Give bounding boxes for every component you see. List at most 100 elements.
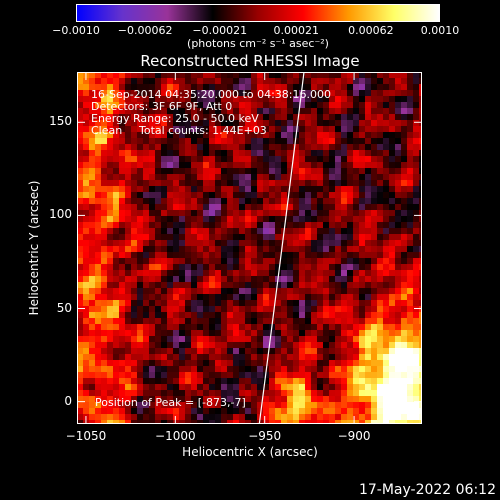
heatmap-cell (317, 240, 324, 247)
heatmap-cell (107, 90, 114, 97)
heatmap-cell (227, 84, 234, 91)
heatmap-cell (131, 264, 138, 271)
heatmap-cell (173, 174, 180, 181)
heatmap-cell (83, 342, 90, 349)
heatmap-cell (191, 120, 198, 127)
heatmap-cell (95, 246, 102, 253)
heatmap-cell (383, 108, 390, 115)
heatmap-cell (101, 252, 108, 259)
heatmap-cell (293, 300, 300, 307)
heatmap-cell (263, 96, 270, 103)
heatmap-cell (143, 168, 150, 175)
heatmap-cell (149, 216, 156, 223)
heatmap-cell (149, 180, 156, 187)
heatmap-cell (269, 420, 276, 424)
heatmap-cell (353, 264, 360, 271)
heatmap-cell (329, 84, 336, 91)
heatmap-cell (383, 378, 390, 385)
heatmap-cell (287, 90, 294, 97)
heatmap-cell (197, 108, 204, 115)
heatmap-cell (221, 408, 228, 415)
heatmap-cell (299, 282, 306, 289)
heatmap-cell (113, 156, 120, 163)
heatmap-cell (143, 336, 150, 343)
heatmap-cell (281, 384, 288, 391)
heatmap-cell (161, 300, 168, 307)
heatmap-cell (359, 396, 366, 403)
heatmap-cell (311, 72, 318, 79)
heatmap-cell (305, 84, 312, 91)
heatmap-cell (293, 288, 300, 295)
heatmap-cell (341, 90, 348, 97)
heatmap-cell (221, 114, 228, 121)
heatmap-cell (359, 258, 366, 265)
heatmap-cell (245, 402, 252, 409)
heatmap-cell (311, 294, 318, 301)
heatmap-cell (419, 246, 422, 253)
heatmap-cell (179, 204, 186, 211)
heatmap-cell (395, 78, 402, 85)
heatmap-cell (125, 360, 132, 367)
heatmap-cell (383, 150, 390, 157)
heatmap-cell (329, 330, 336, 337)
heatmap-cell (215, 132, 222, 139)
heatmap-cell (305, 132, 312, 139)
heatmap-cell (335, 318, 342, 325)
heatmap-cell (179, 156, 186, 163)
heatmap-cell (335, 174, 342, 181)
heatmap-cell (149, 282, 156, 289)
heatmap-cell (407, 264, 414, 271)
heatmap-cell (377, 186, 384, 193)
heatmap-cell (107, 138, 114, 145)
heatmap-cell (317, 138, 324, 145)
heatmap-cell (95, 348, 102, 355)
heatmap-cell (281, 150, 288, 157)
heatmap-cell (167, 246, 174, 253)
heatmap-cell (359, 192, 366, 199)
heatmap-cell (221, 240, 228, 247)
heatmap-cell (197, 174, 204, 181)
heatmap-cell (251, 198, 258, 205)
heatmap-cell (149, 228, 156, 235)
heatmap-cell (77, 348, 84, 355)
heatmap-cell (131, 192, 138, 199)
heatmap-cell (317, 108, 324, 115)
heatmap-cell (215, 192, 222, 199)
heatmap-cell (365, 156, 372, 163)
heatmap-cell (305, 420, 312, 424)
heatmap-cell (227, 90, 234, 97)
heatmap-cell (197, 246, 204, 253)
heatmap-cell (365, 252, 372, 259)
heatmap-cell (251, 234, 258, 241)
heatmap-cell (161, 132, 168, 139)
heatmap-cell (257, 390, 264, 397)
heatmap-cell (89, 192, 96, 199)
heatmap-cell (137, 294, 144, 301)
heatmap-cell (377, 252, 384, 259)
heatmap-cell (95, 288, 102, 295)
heatmap-cell (329, 384, 336, 391)
heatmap-cell (101, 294, 108, 301)
heatmap-cell (401, 348, 408, 355)
heatmap-cell (227, 366, 234, 373)
heatmap-cell (233, 162, 240, 169)
heatmap-cell (341, 396, 348, 403)
heatmap-cell (269, 294, 276, 301)
heatmap-cell (395, 354, 402, 361)
heatmap-cell (269, 114, 276, 121)
heatmap-cell (269, 246, 276, 253)
heatmap-cell (155, 396, 162, 403)
heatmap-cell (233, 234, 240, 241)
heatmap-cell (83, 318, 90, 325)
heatmap-cell (197, 72, 204, 79)
heatmap-cell (107, 336, 114, 343)
heatmap-cell (293, 198, 300, 205)
heatmap-cell (275, 312, 282, 319)
heatmap-cell (359, 132, 366, 139)
heatmap-cell (239, 312, 246, 319)
heatmap-cell (341, 78, 348, 85)
heatmap-cell (209, 348, 216, 355)
heatmap-cell (413, 342, 420, 349)
heatmap-cell (179, 132, 186, 139)
heatmap-cell (179, 408, 186, 415)
